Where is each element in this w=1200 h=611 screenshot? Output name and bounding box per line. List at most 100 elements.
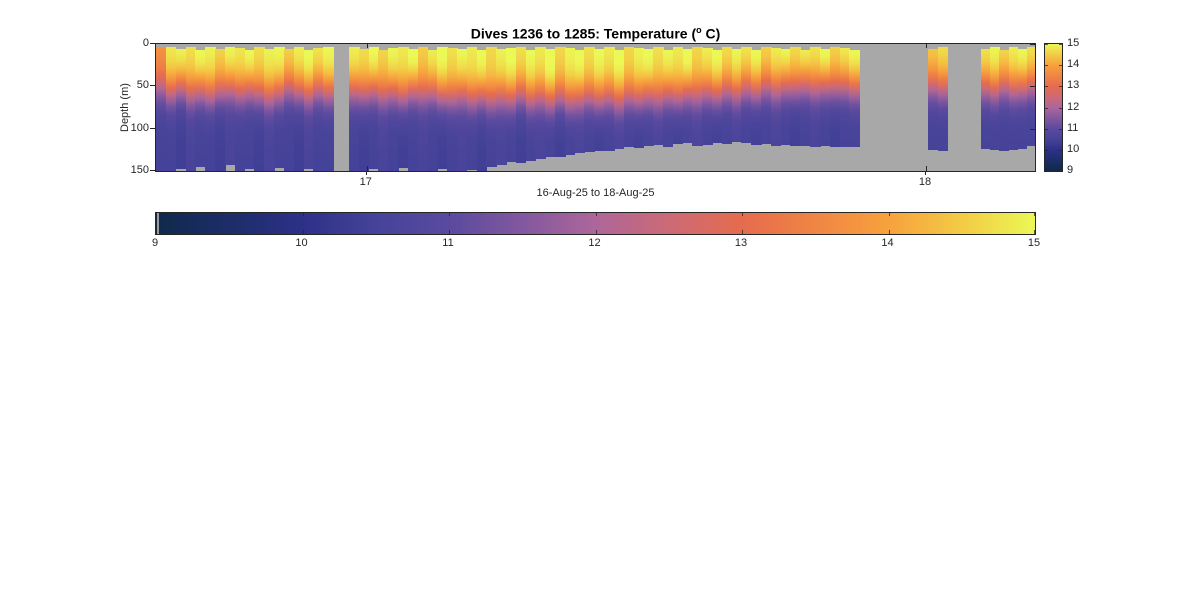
y-tick-mark: [150, 85, 155, 87]
dive-profile-column: [928, 49, 939, 150]
colorbar-v-tick-label: 12: [1067, 100, 1080, 113]
dive-profile-column: [496, 49, 507, 166]
colorbar-v-tick-mark: [1045, 149, 1048, 151]
y-tick-mark: [150, 170, 155, 171]
dive-profile-column: [407, 49, 419, 171]
colorbar-h-tick-mark: [156, 230, 157, 234]
y-tick-mark-right: [1030, 128, 1035, 130]
colorbar-h-tick-mark: [449, 230, 450, 234]
dive-profile-column: [358, 49, 370, 171]
colorbar-v-tick-mark: [1045, 128, 1048, 130]
dive-profile-column: [751, 49, 762, 145]
colorbar-h-tick-label: 9: [151, 237, 159, 249]
colorbar-h-tick-mark-top: [742, 213, 743, 216]
dive-profile-column: [653, 47, 664, 145]
dive-profile-column: [990, 47, 1000, 150]
colorbar-v-tick-mark-right: [1059, 86, 1062, 88]
dive-profile-column: [574, 49, 586, 154]
colorbar-h-tick-mark: [888, 230, 890, 234]
dive-profile-column: [234, 48, 246, 171]
y-tick-label: 0: [142, 37, 149, 49]
heatmap-columns: [156, 44, 1035, 171]
colorbar-v-tick-mark-right: [1059, 65, 1062, 67]
dive-profile-column: [682, 49, 693, 144]
dive-profile-column: [839, 48, 850, 148]
dive-profile-column: [185, 47, 196, 171]
x-axis-label: 16-Aug-25 to 18-Aug-25: [536, 187, 655, 199]
dive-profile-column: [721, 46, 733, 144]
y-axis-label: Depth (m): [119, 83, 131, 132]
dive-profile-column: [323, 46, 334, 171]
dive-profile-column: [790, 47, 801, 147]
dive-profile-column: [476, 49, 487, 171]
dive-profile-column: [1017, 49, 1028, 149]
colorbar-nan-strip: [157, 213, 159, 234]
colorbar-v-tick-label: 14: [1067, 58, 1080, 71]
dive-profile-column: [175, 49, 187, 170]
dive-profile-column: [224, 46, 236, 165]
dive-profile-column: [1008, 47, 1019, 150]
dive-profile-column: [770, 48, 782, 146]
title-text: Dives 1236 to 1285: Temperature (: [470, 25, 697, 42]
dive-profile-column: [486, 46, 497, 167]
colorbar-h-tick-label: 14: [881, 237, 894, 249]
colorbar-v-tick-mark-right: [1059, 44, 1062, 45]
dive-profile-column: [274, 46, 285, 168]
dive-profile-column: [672, 46, 684, 144]
y-tick-mark-right: [1030, 44, 1035, 45]
page-title: Dives 1236 to 1285: Temperature (o C): [155, 25, 1036, 42]
x-tick-mark-top: [926, 44, 927, 48]
colorbar-h-tick-label: 10: [295, 237, 308, 249]
colorbar-v-tick-label: 10: [1067, 142, 1080, 155]
dive-profile-column: [623, 46, 635, 148]
colorbar-v-tick-label: 15: [1067, 37, 1080, 49]
dive-profile-column: [195, 49, 206, 167]
colorbar-v-tick-mark-right: [1059, 107, 1062, 109]
colorbar-h-tick-mark: [742, 230, 743, 234]
colorbar-h-tick-mark-top: [449, 213, 450, 216]
dive-profile-column: [368, 46, 380, 170]
dive-profile-column: [937, 47, 948, 151]
dive-profile-column: [741, 47, 752, 144]
colorbar-h-tick-mark: [1034, 230, 1035, 234]
dive-profile-column: [264, 49, 275, 171]
y-tick-label: 150: [130, 164, 149, 176]
dive-profile-column: [437, 46, 448, 170]
y-tick-label: 50: [136, 79, 149, 92]
dive-profile-column: [780, 49, 792, 145]
colorbar-v-tick-mark-right: [1059, 128, 1062, 130]
colorbar-h-tick-mark-top: [156, 213, 157, 216]
x-tick-mark: [366, 166, 368, 171]
y-tick-mark: [150, 127, 155, 129]
colorbar-v-tick-mark: [1045, 65, 1048, 67]
dive-profile-column: [731, 49, 743, 143]
dive-profile-column: [712, 49, 723, 143]
dive-profile-column: [398, 46, 409, 169]
dive-profile-column: [981, 49, 991, 149]
x-tick-mark-outer: [925, 172, 926, 175]
dive-profile-column: [525, 49, 537, 161]
dive-profile-column: [283, 49, 295, 171]
dive-profile-column: [1026, 46, 1035, 146]
dive-profile-column: [205, 47, 216, 171]
dive-profile-column: [692, 47, 703, 146]
dive-profile-column: [800, 49, 811, 146]
colorbar-h-tick-mark-top: [888, 213, 890, 216]
dive-profile-column: [555, 47, 566, 158]
colorbar-v-tick-label: 13: [1067, 79, 1080, 92]
dive-profile-column: [584, 46, 595, 153]
dive-profile-column: [165, 46, 177, 171]
heatmap-plot: [155, 43, 1036, 172]
dive-profile-column: [810, 46, 821, 148]
dive-profile-column: [456, 49, 468, 171]
dive-profile-column: [545, 49, 556, 157]
dive-profile-column: [466, 47, 478, 171]
colorbar-h-tick-mark: [595, 230, 597, 234]
colorbar-v-tick-mark: [1045, 44, 1048, 45]
colorbar-h-tick-label: 13: [734, 237, 748, 249]
dive-profile-column: [849, 49, 860, 148]
title-suffix: C): [701, 25, 721, 42]
colorbar-v-tick-mark-right: [1059, 171, 1062, 172]
colorbar-v-tick-label: 11: [1067, 121, 1079, 134]
